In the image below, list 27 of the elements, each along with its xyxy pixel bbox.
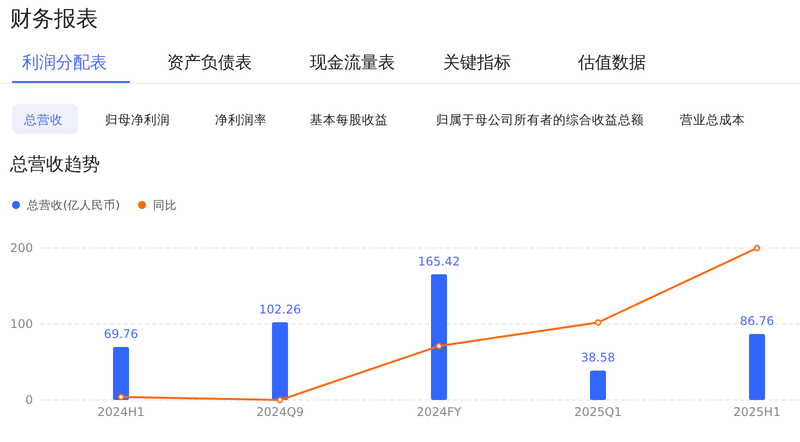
data-label: 102.26 xyxy=(259,302,301,316)
bar xyxy=(113,346,129,400)
data-label: 86.76 xyxy=(740,314,774,328)
chart-title: 总营收趋势 xyxy=(9,154,100,175)
data-label: 69.76 xyxy=(104,326,138,341)
bar xyxy=(431,274,447,400)
point xyxy=(118,394,124,400)
data-label: 165.42 xyxy=(418,254,460,268)
point xyxy=(276,396,284,404)
bar xyxy=(272,322,288,400)
point xyxy=(436,342,442,350)
point xyxy=(754,244,760,252)
y-tick-label: 0 xyxy=(25,393,33,407)
data-label: 38.58 xyxy=(580,350,616,365)
point xyxy=(594,319,602,326)
y-tick-label: 100 xyxy=(10,317,33,331)
bar xyxy=(590,370,606,400)
y-tick-label: 200 xyxy=(10,241,33,255)
header: 财务报表 利润分配表 资产负债表 现金流量表 关键指标 估值数据 总营收 归母净利润 净利润率 基本每股收益 归属于母公司所有者的综合收益总额 营业总成本 xyxy=(0,7,800,134)
x-tick-label: 2025H1 xyxy=(733,405,781,419)
legend-label: 总营收(亿人民币) xyxy=(26,198,120,212)
x-tick-label: 2025Q1 xyxy=(574,405,622,419)
x-tick-label: 2024Q9 xyxy=(256,405,304,419)
bar xyxy=(749,334,765,400)
x-tick-label: 2024FY xyxy=(416,405,462,419)
x-tick-label: 2024H1 xyxy=(97,405,145,419)
legend-label: 同比 xyxy=(152,198,177,212)
